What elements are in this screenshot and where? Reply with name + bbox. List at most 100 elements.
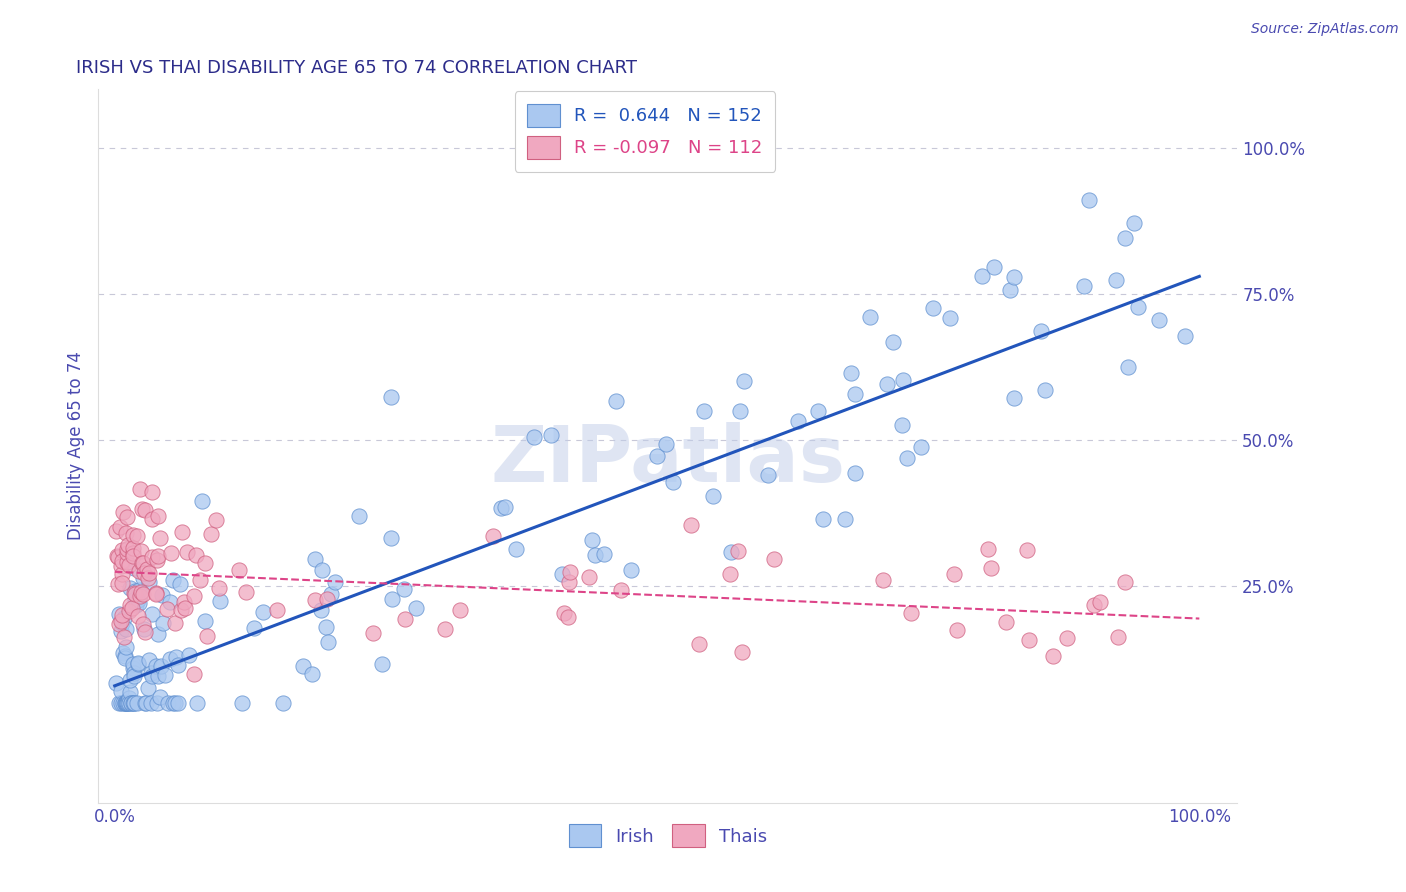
Point [134, 503, 156, 517]
Point [114, 651, 136, 665]
Point [946, 623, 969, 637]
Point [115, 697, 138, 711]
Point [146, 509, 169, 524]
Point [156, 697, 179, 711]
Point [316, 635, 339, 649]
Point [121, 697, 143, 711]
Point [266, 603, 288, 617]
Point [763, 552, 786, 566]
Point [558, 566, 581, 580]
Point [1018, 632, 1040, 647]
Point [149, 531, 172, 545]
Point [756, 468, 779, 483]
Point [839, 366, 862, 380]
Point [173, 600, 195, 615]
Point [153, 668, 176, 682]
Point [1174, 328, 1197, 343]
Point [540, 428, 562, 442]
Point [115, 555, 138, 569]
Point [844, 387, 866, 401]
Point [159, 546, 181, 560]
Point [188, 573, 211, 587]
Point [112, 646, 135, 660]
Legend: Irish, Thais: Irish, Thais [561, 817, 775, 855]
Point [361, 625, 384, 640]
Point [127, 608, 149, 623]
Point [127, 656, 149, 670]
Point [134, 622, 156, 636]
Point [1107, 630, 1129, 644]
Point [557, 610, 579, 624]
Point [115, 546, 138, 560]
Point [449, 603, 471, 617]
Point [138, 566, 160, 581]
Point [136, 681, 159, 695]
Point [110, 558, 132, 573]
Point [859, 310, 882, 325]
Point [141, 697, 163, 711]
Y-axis label: Disability Age 65 to 74: Disability Age 65 to 74 [66, 351, 84, 541]
Point [605, 394, 627, 409]
Point [194, 614, 217, 628]
Point [872, 574, 894, 588]
Point [122, 697, 145, 711]
Point [347, 509, 370, 524]
Point [1122, 216, 1144, 230]
Point [995, 615, 1018, 630]
Point [118, 684, 141, 698]
Point [163, 697, 186, 711]
Point [136, 571, 159, 585]
Point [128, 482, 150, 496]
Point [108, 607, 131, 621]
Point [176, 544, 198, 558]
Point [124, 586, 146, 600]
Point [583, 548, 606, 562]
Point [128, 564, 150, 578]
Point [970, 269, 993, 284]
Point [834, 512, 856, 526]
Point [115, 622, 138, 636]
Point [170, 603, 193, 617]
Point [720, 545, 742, 559]
Point [910, 440, 932, 454]
Point [139, 666, 162, 681]
Point [159, 595, 181, 609]
Point [167, 697, 190, 711]
Point [553, 606, 575, 620]
Point [679, 518, 702, 533]
Point [141, 607, 163, 621]
Point [131, 501, 153, 516]
Point [183, 589, 205, 603]
Point [122, 665, 145, 680]
Point [380, 532, 402, 546]
Point [121, 528, 143, 542]
Point [134, 697, 156, 711]
Point [655, 436, 678, 450]
Point [120, 697, 142, 711]
Point [124, 587, 146, 601]
Point [118, 691, 141, 706]
Point [115, 697, 138, 711]
Point [882, 334, 904, 349]
Point [111, 542, 134, 557]
Point [115, 509, 138, 524]
Point [208, 582, 231, 596]
Point [551, 566, 574, 581]
Point [129, 585, 152, 599]
Point [156, 601, 179, 615]
Point [146, 626, 169, 640]
Point [977, 541, 1000, 556]
Point [128, 596, 150, 610]
Point [107, 550, 129, 565]
Point [141, 550, 163, 565]
Point [127, 529, 149, 543]
Point [163, 616, 186, 631]
Point [132, 556, 155, 570]
Point [186, 697, 208, 711]
Point [118, 697, 141, 711]
Point [110, 624, 132, 638]
Point [104, 524, 127, 539]
Point [943, 566, 966, 581]
Text: ZIPatlas: ZIPatlas [491, 422, 845, 499]
Point [120, 673, 142, 687]
